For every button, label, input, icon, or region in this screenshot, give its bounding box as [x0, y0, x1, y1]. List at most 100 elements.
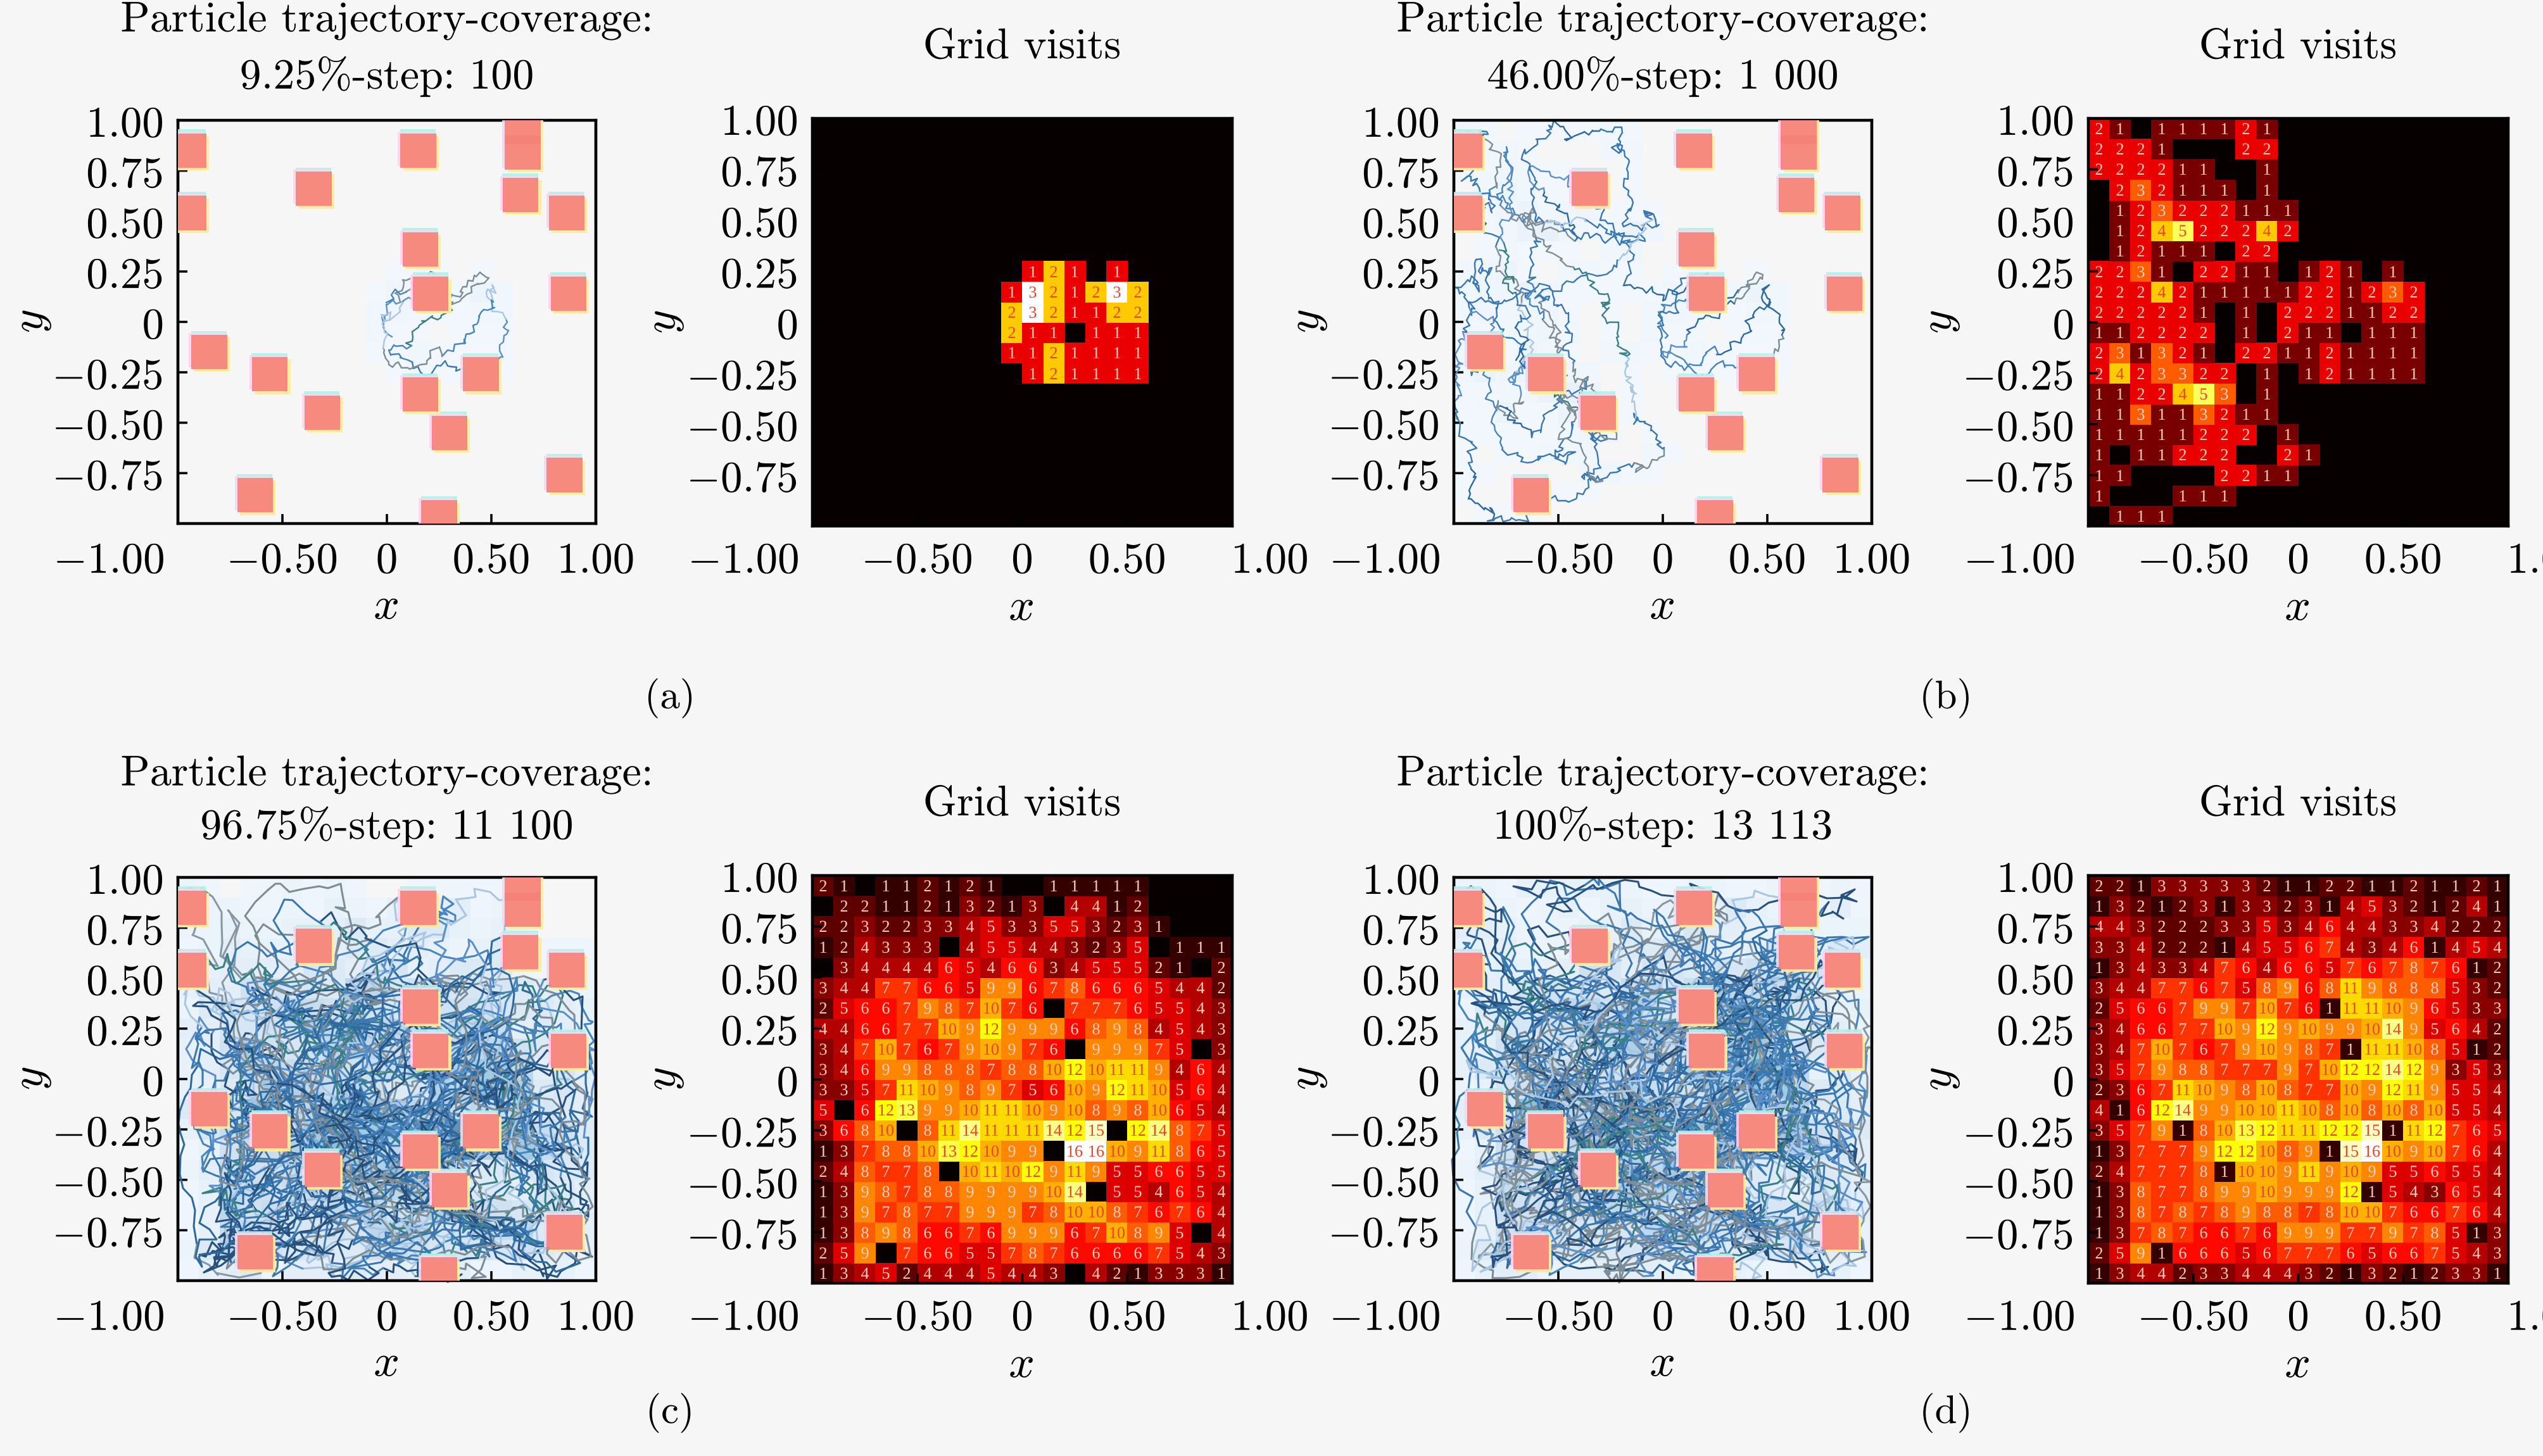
svg-text:9: 9: [966, 1183, 975, 1201]
svg-text:3: 3: [1029, 917, 1037, 936]
svg-text:7: 7: [1050, 1244, 1058, 1262]
svg-text:5: 5: [2368, 897, 2376, 915]
svg-text:4: 4: [1029, 938, 1037, 957]
svg-text:6: 6: [2431, 1162, 2439, 1181]
svg-text:7: 7: [2179, 1040, 2187, 1058]
svg-text:1: 1: [1176, 958, 1184, 977]
svg-text:6: 6: [987, 1224, 995, 1242]
svg-text:4: 4: [1071, 897, 1079, 915]
svg-text:11: 11: [2280, 1101, 2295, 1119]
svg-text:12: 12: [1066, 1060, 1083, 1079]
svg-text:9: 9: [1050, 1162, 1058, 1181]
svg-text:7: 7: [945, 1203, 953, 1221]
svg-text:9: 9: [2158, 1121, 2166, 1139]
svg-text:1: 1: [2347, 344, 2355, 362]
svg-text:9: 9: [2221, 1101, 2229, 1119]
svg-text:9: 9: [2284, 1162, 2292, 1181]
svg-text:8: 8: [903, 1224, 911, 1242]
svg-text:1: 1: [2116, 120, 2124, 138]
svg-text:8: 8: [1029, 1244, 1037, 1262]
svg-text:6: 6: [1113, 979, 1121, 997]
svg-text:1: 1: [2431, 938, 2439, 957]
svg-text:7: 7: [2137, 1121, 2145, 1139]
svg-text:9: 9: [987, 1203, 995, 1221]
svg-text:1: 1: [2158, 897, 2166, 915]
svg-text:7: 7: [2347, 1224, 2355, 1242]
svg-text:6: 6: [1092, 1244, 1101, 1262]
svg-text:5: 5: [2452, 1224, 2460, 1242]
svg-text:7: 7: [2137, 1224, 2145, 1242]
svg-text:2: 2: [2200, 425, 2208, 444]
svg-text:11: 11: [983, 1162, 999, 1181]
svg-text:2: 2: [2431, 1264, 2439, 1283]
svg-text:9: 9: [924, 1101, 932, 1119]
svg-text:9: 9: [2347, 1020, 2355, 1038]
svg-text:3: 3: [840, 958, 849, 977]
svg-text:1: 1: [2200, 283, 2208, 301]
svg-text:10: 10: [2364, 1020, 2380, 1038]
svg-text:1: 1: [2095, 467, 2104, 485]
svg-text:6: 6: [2410, 938, 2418, 957]
svg-text:10: 10: [2216, 1121, 2233, 1139]
svg-text:4: 4: [2473, 1020, 2481, 1038]
svg-text:7: 7: [1134, 1203, 1142, 1221]
svg-text:1: 1: [2410, 344, 2418, 362]
svg-text:1: 1: [1092, 877, 1101, 895]
svg-text:12: 12: [2216, 1142, 2233, 1160]
svg-text:3: 3: [2095, 1060, 2104, 1079]
svg-text:1: 1: [2158, 507, 2166, 525]
svg-text:12: 12: [2238, 1142, 2254, 1160]
svg-text:10: 10: [2195, 1081, 2212, 1099]
svg-text:1: 1: [2137, 344, 2145, 362]
svg-text:5: 5: [2179, 222, 2187, 240]
svg-text:7: 7: [2431, 958, 2439, 977]
svg-text:9: 9: [1029, 1183, 1037, 1201]
svg-text:5: 5: [987, 1244, 995, 1262]
svg-text:7: 7: [2179, 1183, 2187, 1201]
svg-text:4: 4: [1155, 1183, 1163, 1201]
svg-text:10: 10: [983, 1142, 999, 1160]
svg-text:8: 8: [1134, 1101, 1142, 1119]
svg-text:5: 5: [2452, 1101, 2460, 1119]
svg-text:1: 1: [1050, 877, 1058, 895]
svg-text:2: 2: [2242, 222, 2250, 240]
svg-text:3: 3: [2410, 917, 2418, 936]
svg-text:7: 7: [2158, 1081, 2166, 1099]
svg-text:6: 6: [2431, 999, 2439, 1017]
svg-text:2: 2: [2410, 303, 2418, 322]
svg-text:1: 1: [2242, 263, 2250, 281]
svg-text:1: 1: [1155, 917, 1163, 936]
svg-text:10: 10: [2426, 1101, 2443, 1119]
svg-text:10: 10: [2364, 1203, 2380, 1221]
svg-text:6: 6: [1176, 1183, 1184, 1201]
svg-text:9: 9: [1155, 1224, 1163, 1242]
svg-text:9: 9: [1050, 1020, 1058, 1038]
svg-text:1: 1: [2263, 467, 2271, 485]
svg-text:5: 5: [1176, 1040, 1184, 1058]
svg-text:7: 7: [966, 1224, 975, 1242]
svg-text:3: 3: [2200, 405, 2208, 424]
svg-text:1: 1: [2158, 446, 2166, 464]
svg-text:7: 7: [924, 1203, 932, 1221]
svg-text:3: 3: [2221, 917, 2229, 936]
svg-text:3: 3: [2494, 999, 2502, 1017]
svg-text:7: 7: [2389, 958, 2397, 977]
svg-text:8: 8: [2179, 1060, 2187, 1079]
svg-text:4: 4: [987, 958, 995, 977]
svg-text:3: 3: [819, 979, 828, 997]
svg-text:9: 9: [2221, 1081, 2229, 1099]
svg-text:4: 4: [2095, 917, 2104, 936]
svg-text:2: 2: [2263, 242, 2271, 260]
svg-text:4: 4: [2305, 917, 2313, 936]
svg-text:3: 3: [2494, 1244, 2502, 1262]
svg-text:11: 11: [940, 1121, 956, 1139]
svg-text:14: 14: [2385, 1020, 2401, 1038]
svg-text:9: 9: [2284, 1224, 2292, 1242]
svg-text:2: 2: [2221, 263, 2229, 281]
svg-text:7: 7: [1029, 1040, 1037, 1058]
svg-text:9: 9: [1008, 1203, 1016, 1221]
svg-text:5: 5: [966, 1244, 975, 1262]
svg-text:10: 10: [2259, 1142, 2275, 1160]
svg-text:9: 9: [2242, 1020, 2250, 1038]
svg-text:1: 1: [2305, 344, 2313, 362]
